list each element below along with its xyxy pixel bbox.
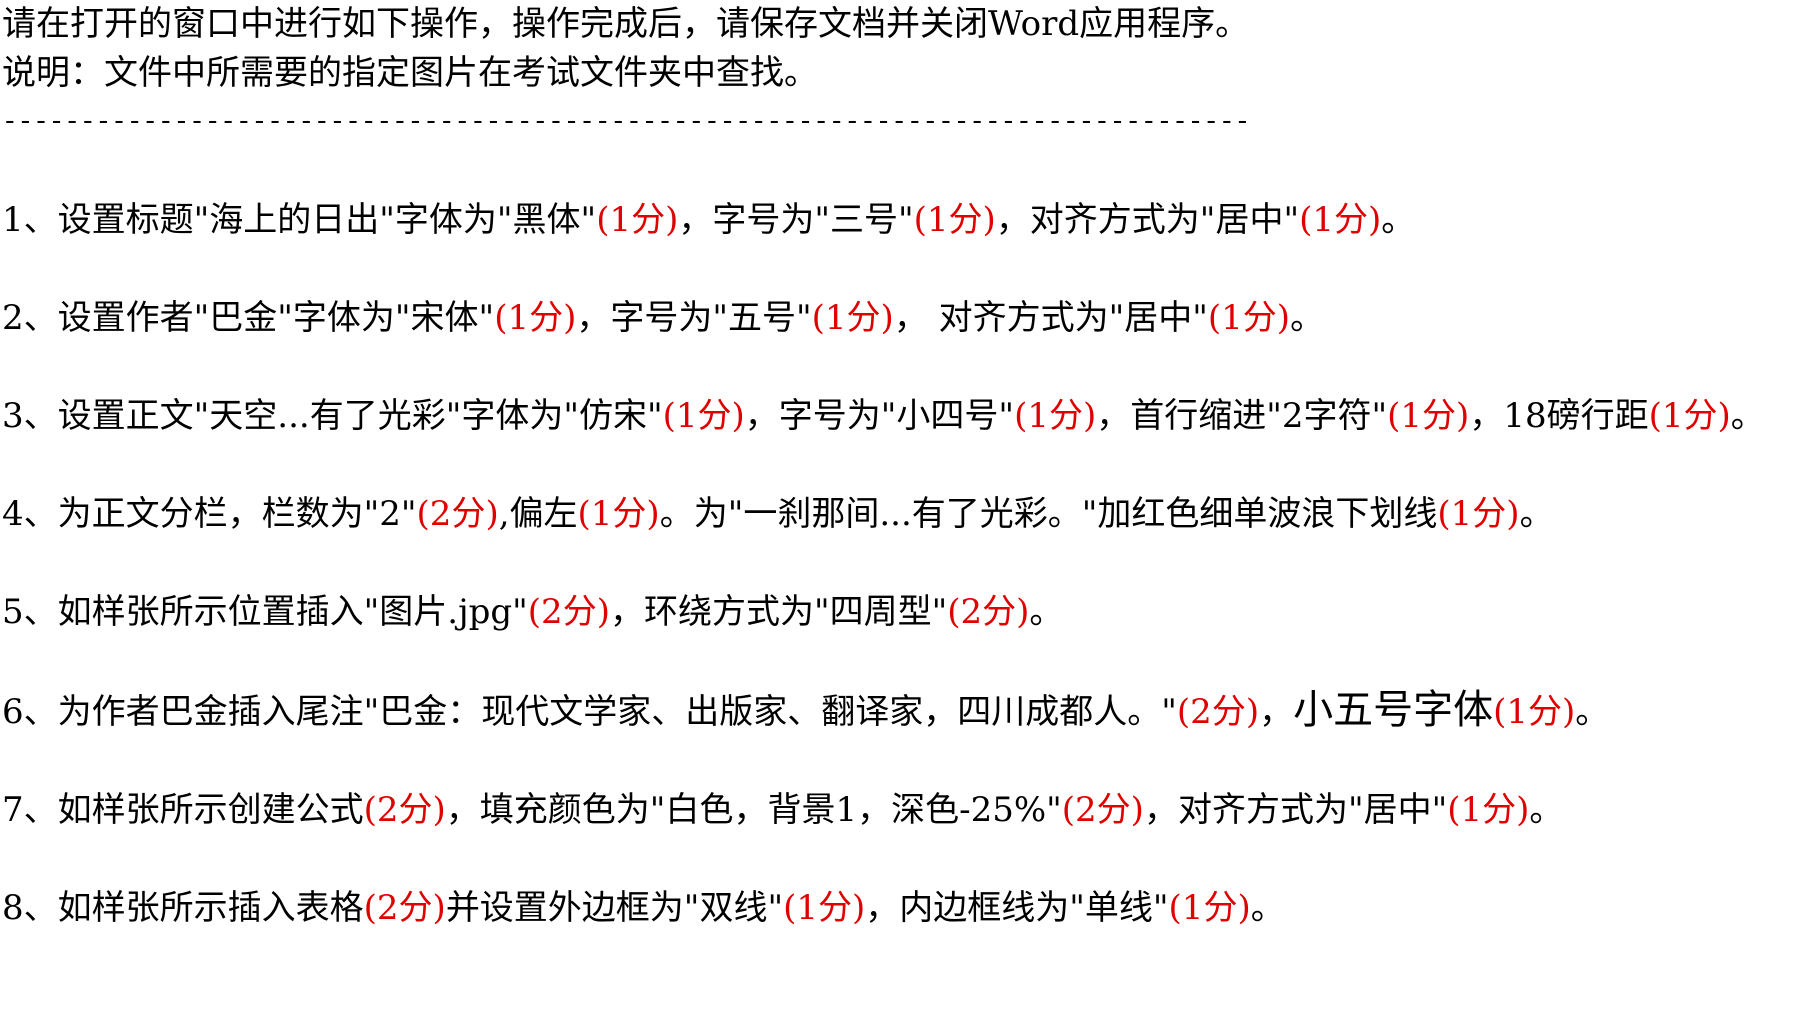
score-text: (1分) [783, 888, 866, 928]
instruction-text: 3、设置正文"天空...有了光彩"字体为"仿宋" [2, 396, 663, 436]
instruction-text: ，字号为"五号" [576, 298, 812, 338]
score-text: (2分) [363, 888, 446, 928]
header-line: 说明：文件中所需要的指定图片在考试文件夹中查找。 [2, 53, 818, 93]
instruction-text: ,偏左 [498, 494, 578, 534]
score-text: (2分) [527, 592, 610, 632]
instruction-text: 并设置外边框为"双线" [445, 888, 784, 928]
score-text: (1分) [1447, 790, 1530, 830]
instruction-text: ， 对齐方式为"居中" [893, 298, 1208, 338]
instruction-text: ，字号为"三号" [678, 200, 914, 240]
score-text: (1分) [1207, 298, 1291, 338]
instruction-text: ，对齐方式为"居中" [1143, 790, 1448, 830]
instruction-text: 2、设置作者"巴金"字体为"宋体" [2, 298, 495, 338]
instruction-text: 7、如样张所示创建公式 [2, 790, 364, 830]
instruction-item: 8、如样张所示插入表格(2分)并设置外边框为"双线"(1分)，内边框线为"单线"… [2, 884, 1800, 933]
score-text: (2分) [1061, 790, 1144, 830]
score-text: (1分) [1493, 692, 1576, 732]
instruction-item: 4、为正文分栏，栏数为"2"(2分),偏左(1分)。为"一刹那间...有了光彩。… [2, 490, 1800, 539]
instruction-text: 。 [1730, 396, 1765, 436]
score-text: (1分) [662, 396, 745, 436]
score-text: (1分) [1299, 200, 1382, 240]
instruction-text: 小五号字体 [1293, 687, 1494, 733]
instruction-item: 5、如样张所示位置插入"图片.jpg"(2分)，环绕方式为"四周型"(2分)。 [2, 588, 1800, 637]
score-text: (1分) [577, 494, 660, 534]
instruction-text: 。 [1529, 790, 1564, 830]
score-text: (2分) [947, 592, 1030, 632]
instruction-item: 3、设置正文"天空...有了光彩"字体为"仿宋"(1分)，字号为"小四号"(1分… [2, 392, 1800, 441]
score-text: (1分) [596, 200, 679, 240]
instruction-text: 。 [1029, 592, 1064, 632]
score-text: (1分) [811, 298, 894, 338]
score-text: (2分) [1176, 692, 1260, 732]
instruction-text: ，首行缩进"2字符" [1096, 396, 1388, 436]
score-text: (2分) [416, 494, 499, 534]
instruction-text: 4、为正文分栏，栏数为"2" [2, 494, 417, 534]
instruction-item: 1、设置标题"海上的日出"字体为"黑体"(1分)，字号为"三号"(1分)，对齐方… [2, 196, 1800, 245]
instruction-text: ，填充颜色为"白色，背景1，深色-25%" [445, 790, 1062, 830]
instruction-text: 6、为作者巴金插入尾注"巴金：现代文学家、出版家、翻译家，四川成都人。" [2, 692, 1177, 732]
score-text: (1分) [1168, 888, 1251, 928]
score-text: (1分) [913, 200, 996, 240]
score-text: (2分) [363, 790, 446, 830]
separator: ----------------------------------------… [2, 107, 1251, 137]
instruction-text: ，环绕方式为"四周型" [609, 592, 948, 632]
instruction-text: ，对齐方式为"居中" [995, 200, 1300, 240]
instruction-item: 7、如样张所示创建公式(2分)，填充颜色为"白色，背景1，深色-25%"(2分)… [2, 786, 1800, 835]
instruction-text: 。为"一刹那间...有了光彩。"加红色细单波浪下划线 [659, 494, 1438, 534]
instruction-text: 。 [1519, 494, 1554, 534]
score-text: (1分) [1648, 396, 1731, 436]
item-list: 1、设置标题"海上的日出"字体为"黑体"(1分)，字号为"三号"(1分)，对齐方… [2, 196, 1800, 933]
score-text: (1分) [494, 298, 577, 338]
instruction-text: ，18磅行距 [1469, 396, 1649, 436]
instruction-text: 。 [1250, 888, 1285, 928]
score-text: (1分) [1387, 396, 1470, 436]
header-line: 请在打开的窗口中进行如下操作，操作完成后，请保存文档并关闭Word应用程序。 [2, 4, 1250, 44]
instruction-text: ，字号为"小四号" [744, 396, 1015, 436]
instruction-item: 6、为作者巴金插入尾注"巴金：现代文学家、出版家、翻译家，四川成都人。"(2分)… [2, 686, 1800, 737]
instruction-item: 2、设置作者"巴金"字体为"宋体"(1分)，字号为"五号"(1分)， 对齐方式为… [2, 294, 1800, 343]
instruction-text: 。 [1575, 692, 1610, 732]
instruction-text: ，内边框线为"单线" [865, 888, 1169, 928]
instruction-text: 1、设置标题"海上的日出"字体为"黑体" [2, 200, 597, 240]
score-text: (1分) [1014, 396, 1097, 436]
instruction-text: 。 [1381, 200, 1416, 240]
instruction-text: ， [1259, 692, 1294, 732]
instruction-text: 。 [1290, 298, 1325, 338]
instruction-text: 8、如样张所示插入表格 [2, 888, 364, 928]
score-text: (1分) [1437, 494, 1520, 534]
instruction-text: 5、如样张所示位置插入"图片.jpg" [2, 592, 528, 632]
